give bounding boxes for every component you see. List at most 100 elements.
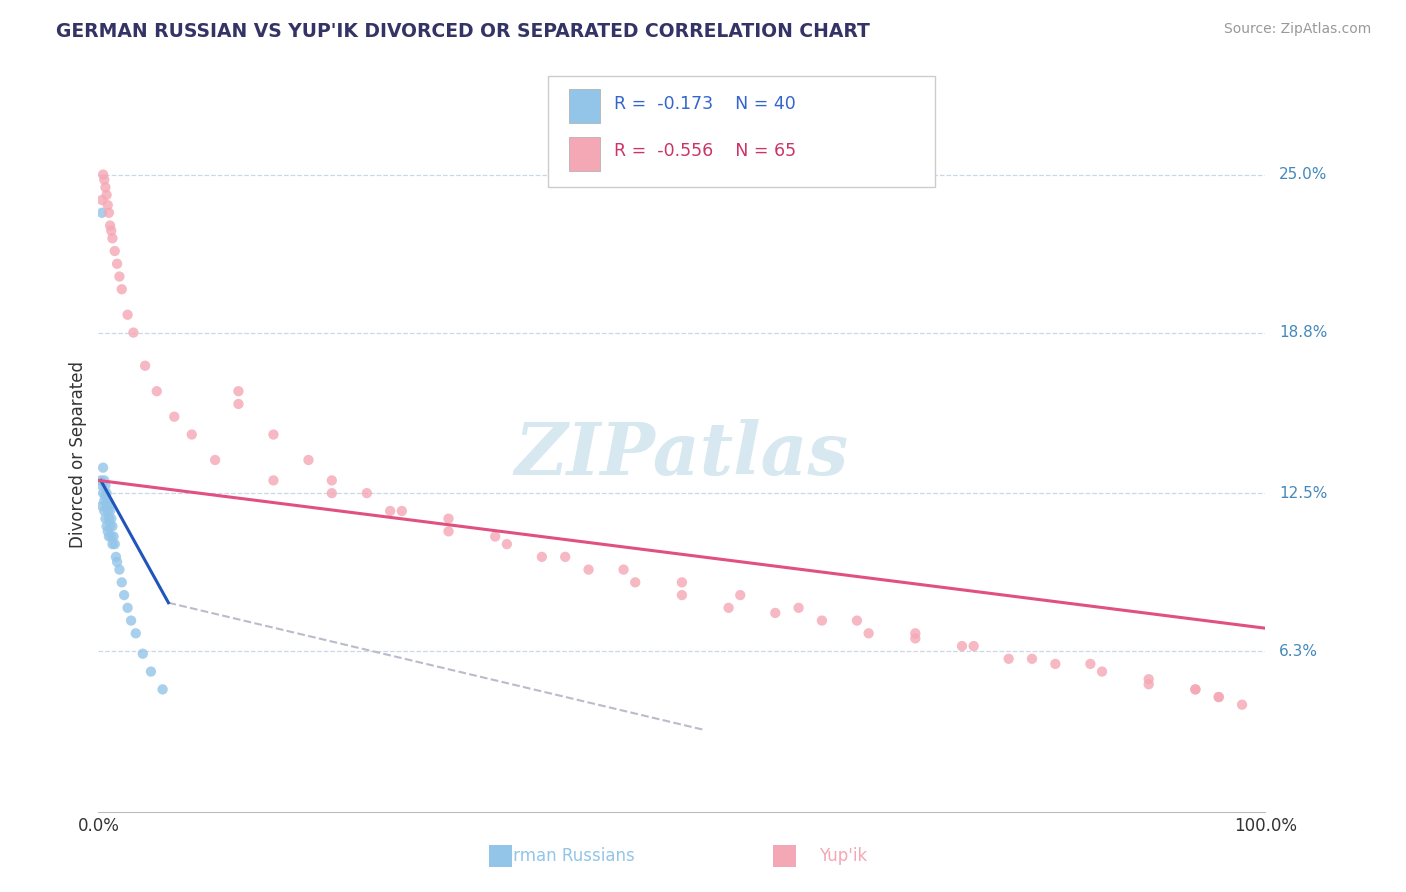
Point xyxy=(671,575,693,590)
Point xyxy=(962,639,984,653)
Point xyxy=(787,600,810,615)
Point xyxy=(437,511,460,525)
Text: German Russians: German Russians xyxy=(491,847,634,865)
Point xyxy=(94,180,117,194)
Point xyxy=(612,563,634,577)
Point xyxy=(104,549,127,564)
Point xyxy=(101,231,124,245)
Point xyxy=(117,600,139,615)
Point xyxy=(120,614,142,628)
Point xyxy=(96,486,118,500)
Point xyxy=(321,474,343,488)
Point xyxy=(356,486,378,500)
Point xyxy=(100,529,122,543)
Point xyxy=(108,563,131,577)
Point xyxy=(91,460,114,475)
Text: GERMAN RUSSIAN VS YUP'IK DIVORCED OR SEPARATED CORRELATION CHART: GERMAN RUSSIAN VS YUP'IK DIVORCED OR SEP… xyxy=(56,22,870,41)
Point xyxy=(180,427,202,442)
Point xyxy=(717,600,740,615)
Point xyxy=(950,639,973,653)
Point xyxy=(91,486,114,500)
Point xyxy=(578,563,600,577)
Point xyxy=(105,555,128,569)
Point xyxy=(228,384,250,399)
Point xyxy=(90,474,112,488)
Point xyxy=(122,326,145,340)
Point xyxy=(763,606,786,620)
Text: R =  -0.556    N = 65: R = -0.556 N = 65 xyxy=(614,142,797,160)
Point xyxy=(484,529,506,543)
Point xyxy=(111,575,134,590)
Point xyxy=(437,524,460,539)
Text: 6.3%: 6.3% xyxy=(1279,644,1319,658)
Point xyxy=(624,575,647,590)
Point xyxy=(228,397,250,411)
Point xyxy=(94,511,117,525)
Y-axis label: Divorced or Separated: Divorced or Separated xyxy=(69,361,87,549)
Point xyxy=(134,359,156,373)
Point xyxy=(262,474,284,488)
Point xyxy=(90,499,112,513)
Point xyxy=(391,504,413,518)
Point xyxy=(98,219,121,233)
Text: 18.8%: 18.8% xyxy=(1279,325,1327,340)
Point xyxy=(146,384,169,399)
Point xyxy=(1091,665,1114,679)
Point xyxy=(1208,690,1230,704)
Point xyxy=(1021,652,1043,666)
Point xyxy=(97,524,120,539)
Point xyxy=(671,588,693,602)
Point xyxy=(730,588,752,602)
Text: 12.5%: 12.5% xyxy=(1279,485,1327,500)
Point xyxy=(111,282,134,296)
Point xyxy=(93,172,115,186)
Point xyxy=(104,244,127,258)
Point xyxy=(98,504,121,518)
Point xyxy=(904,626,927,640)
Point xyxy=(108,269,131,284)
Point xyxy=(1137,677,1160,691)
Point xyxy=(1137,672,1160,686)
Point xyxy=(97,511,120,525)
Text: R =  -0.173    N = 40: R = -0.173 N = 40 xyxy=(614,95,796,113)
Point xyxy=(1184,682,1206,697)
Point xyxy=(101,519,124,533)
Point xyxy=(90,206,112,220)
Point xyxy=(98,519,121,533)
Point xyxy=(811,614,834,628)
Point xyxy=(97,529,120,543)
Point xyxy=(1045,657,1067,671)
Point xyxy=(97,504,120,518)
Point xyxy=(96,499,118,513)
Point xyxy=(1184,682,1206,697)
Point xyxy=(94,489,117,503)
Point xyxy=(91,168,114,182)
Point xyxy=(204,453,226,467)
Point xyxy=(1080,657,1102,671)
Point xyxy=(93,474,115,488)
Point xyxy=(112,588,135,602)
Point xyxy=(97,499,120,513)
Point xyxy=(104,537,127,551)
Point xyxy=(530,549,553,564)
Point xyxy=(321,486,343,500)
Point xyxy=(378,504,402,518)
Point xyxy=(105,257,128,271)
Text: Yup'ik: Yup'ik xyxy=(820,847,868,865)
Point xyxy=(100,511,122,525)
Point xyxy=(125,626,148,640)
Point xyxy=(845,614,868,628)
Point xyxy=(90,193,112,207)
Point xyxy=(96,519,118,533)
Text: ZIPatlas: ZIPatlas xyxy=(515,419,849,491)
Point xyxy=(90,478,112,492)
Point xyxy=(132,647,155,661)
Text: Source: ZipAtlas.com: Source: ZipAtlas.com xyxy=(1223,22,1371,37)
Point xyxy=(96,188,118,202)
Text: 25.0%: 25.0% xyxy=(1279,167,1327,182)
Point xyxy=(103,529,125,543)
Point xyxy=(97,493,120,508)
Point xyxy=(858,626,880,640)
Point xyxy=(1230,698,1253,712)
Point xyxy=(117,308,139,322)
